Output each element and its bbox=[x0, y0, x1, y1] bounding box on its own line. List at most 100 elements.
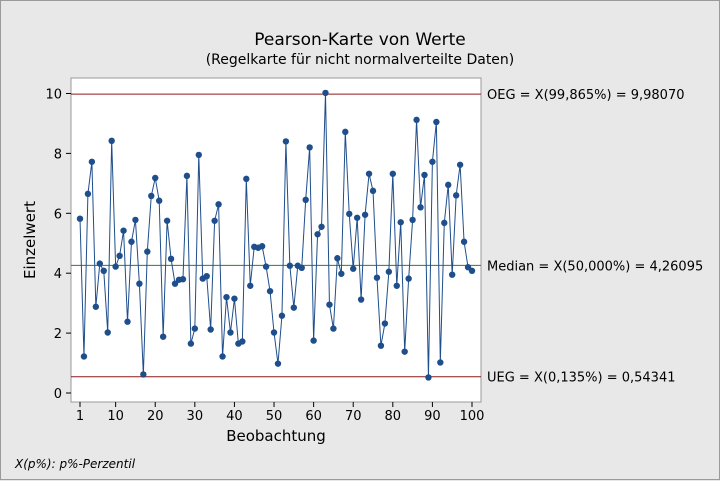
reference-lines bbox=[71, 93, 481, 378]
y-axis-ticks: 0 2 4 6 8 10 bbox=[45, 88, 71, 402]
data-point-65 bbox=[330, 325, 337, 332]
y-tick-label-8: 8 bbox=[54, 147, 62, 162]
data-point-73 bbox=[361, 211, 369, 218]
x-tick-label-30: 30 bbox=[187, 409, 204, 424]
y-axis-title: Einzelwert bbox=[21, 201, 39, 279]
data-point-3 bbox=[84, 190, 92, 198]
data-point-39 bbox=[227, 329, 234, 336]
data-point-7 bbox=[100, 267, 107, 275]
data-point-69 bbox=[346, 210, 353, 218]
data-point-8 bbox=[104, 329, 111, 336]
data-point-92 bbox=[437, 359, 444, 366]
data-point-1 bbox=[76, 215, 84, 222]
data-point-78 bbox=[381, 320, 389, 327]
reference-label-oeg: OEG = X(99,865%) = 9,98070 bbox=[487, 88, 684, 103]
data-point-33 bbox=[203, 272, 210, 280]
data-point-88 bbox=[421, 171, 428, 179]
x-tick-label-90: 90 bbox=[424, 409, 441, 424]
data-point-24 bbox=[167, 255, 175, 263]
data-point-53 bbox=[282, 138, 290, 145]
data-point-30 bbox=[191, 325, 199, 332]
data-point-94 bbox=[445, 181, 452, 189]
data-point-95 bbox=[449, 271, 456, 278]
data-point-17 bbox=[140, 371, 147, 378]
data-point-25 bbox=[171, 280, 179, 287]
data-point-61 bbox=[314, 231, 321, 238]
data-point-21 bbox=[155, 197, 163, 204]
data-point-97 bbox=[456, 161, 464, 168]
y-tick-label-4: 4 bbox=[54, 267, 62, 282]
data-point-98 bbox=[460, 238, 468, 245]
x-tick-label-50: 50 bbox=[266, 409, 283, 424]
data-point-62 bbox=[318, 223, 325, 230]
data-point-31 bbox=[195, 151, 202, 159]
data-point-70 bbox=[350, 265, 357, 272]
data-point-29 bbox=[187, 340, 195, 347]
y-tick-label-6: 6 bbox=[54, 207, 62, 222]
data-point-68 bbox=[342, 128, 349, 136]
data-point-64 bbox=[326, 301, 333, 308]
data-point-80 bbox=[389, 170, 397, 177]
series-line-group bbox=[79, 92, 473, 378]
data-point-2 bbox=[80, 353, 88, 360]
data-point-85 bbox=[409, 216, 416, 224]
x-tick-label-80: 80 bbox=[385, 409, 402, 424]
data-point-13 bbox=[124, 318, 131, 325]
data-point-75 bbox=[369, 187, 377, 195]
data-point-90 bbox=[429, 158, 436, 165]
data-point-9 bbox=[108, 137, 115, 145]
data-point-81 bbox=[393, 282, 400, 289]
data-point-5 bbox=[92, 303, 100, 310]
x-tick-label-60: 60 bbox=[305, 409, 322, 424]
data-point-15 bbox=[132, 216, 139, 224]
chart-title: Pearson-Karte von Werte bbox=[254, 30, 466, 50]
x-tick-label-40: 40 bbox=[226, 409, 243, 424]
data-point-63 bbox=[322, 89, 329, 97]
footnote: X(p%): p%-Perzentil bbox=[14, 457, 136, 471]
data-point-4 bbox=[88, 158, 96, 165]
data-point-100 bbox=[468, 267, 476, 275]
data-point-82 bbox=[397, 219, 404, 226]
y-tick-label-10: 10 bbox=[45, 88, 62, 103]
x-tick-label-20: 20 bbox=[147, 409, 164, 424]
data-point-10 bbox=[112, 263, 119, 270]
reference-label-ueg: UEG = X(0,135%) = 0,54341 bbox=[487, 371, 676, 386]
data-point-58 bbox=[302, 196, 309, 204]
data-points bbox=[76, 89, 476, 381]
data-point-37 bbox=[219, 353, 226, 360]
data-point-72 bbox=[357, 296, 365, 303]
data-point-18 bbox=[144, 248, 151, 255]
data-point-44 bbox=[247, 282, 254, 289]
data-point-23 bbox=[163, 217, 171, 224]
data-point-48 bbox=[262, 263, 270, 270]
data-point-66 bbox=[334, 255, 341, 262]
y-tick-label-0: 0 bbox=[54, 387, 62, 402]
data-point-84 bbox=[405, 275, 412, 282]
x-axis-ticks: 1 10 20 30 40 50 60 70 80 90 100 bbox=[76, 402, 485, 424]
data-point-93 bbox=[441, 219, 448, 227]
data-point-77 bbox=[377, 342, 385, 349]
data-point-57 bbox=[298, 264, 305, 272]
data-point-19 bbox=[148, 192, 155, 200]
data-point-16 bbox=[136, 280, 143, 287]
chart-subtitle: (Regelkarte für nicht normalverteilte Da… bbox=[206, 52, 515, 68]
data-point-40 bbox=[231, 295, 238, 302]
data-point-52 bbox=[278, 312, 286, 319]
x-tick-label-100: 100 bbox=[460, 409, 485, 424]
data-point-27 bbox=[179, 275, 187, 283]
data-point-83 bbox=[401, 348, 408, 355]
data-point-50 bbox=[270, 329, 278, 336]
data-point-91 bbox=[433, 118, 440, 126]
data-point-79 bbox=[385, 268, 393, 275]
data-point-38 bbox=[223, 293, 230, 301]
data-point-67 bbox=[338, 270, 345, 277]
data-point-76 bbox=[373, 274, 381, 281]
series-line bbox=[79, 92, 473, 378]
data-point-12 bbox=[120, 227, 127, 234]
data-point-20 bbox=[152, 174, 159, 182]
data-point-43 bbox=[243, 175, 250, 183]
data-point-74 bbox=[365, 170, 373, 177]
data-point-96 bbox=[452, 192, 460, 199]
reference-labels: OEG = X(99,865%) = 9,98070 Median = X(50,… bbox=[487, 88, 703, 386]
